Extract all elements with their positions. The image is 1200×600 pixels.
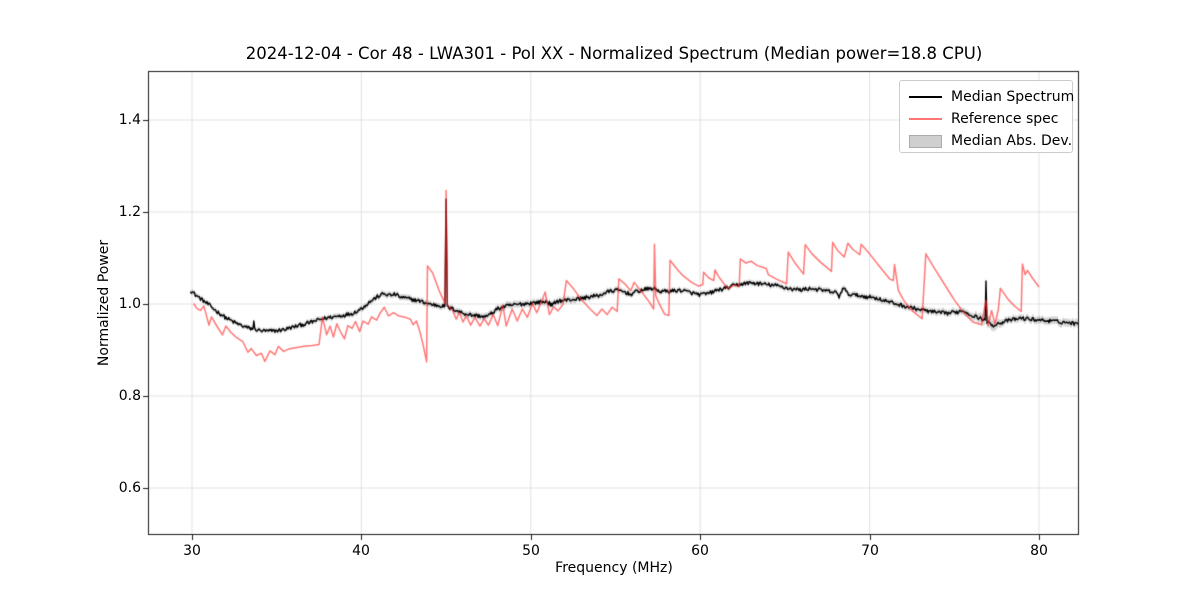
legend-label-median-spectrum: Median Spectrum	[951, 89, 1075, 105]
legend-item-median-abs-dev: Median Abs. Dev.	[909, 130, 1072, 152]
legend-item-reference-spec: Reference spec	[909, 108, 1063, 130]
x-tick-label-30: 30	[183, 543, 201, 559]
chart-title: 2024-12-04 - Cor 48 - LWA301 - Pol XX - …	[245, 44, 983, 63]
x-tick-label-40: 40	[352, 543, 370, 559]
y-tick-label-0-6: 0.6	[118, 480, 141, 496]
x-tick-label-70: 70	[861, 543, 879, 559]
y-tick-label-1-0: 1.0	[118, 296, 141, 312]
y-tick-label-0-8: 0.8	[118, 388, 141, 404]
legend-item-median-spectrum: Median Spectrum	[909, 86, 1074, 108]
legend-label-median-abs-dev: Median Abs. Dev.	[951, 133, 1073, 149]
legend-label-reference-spec: Reference spec	[951, 111, 1059, 127]
x-axis-label: Frequency (MHz)	[555, 560, 673, 576]
x-tick-label-50: 50	[522, 543, 540, 559]
x-tick-label-80: 80	[1030, 543, 1048, 559]
x-tick-label-60: 60	[691, 543, 709, 559]
median-spectrum-line-swatch-icon	[909, 96, 942, 98]
y-tick-label-1-2: 1.2	[118, 204, 141, 220]
median-abs-dev-patch-swatch-icon	[909, 134, 942, 148]
legend: Median Spectrum Reference spec Median Ab…	[899, 80, 1074, 153]
reference-spec-line-swatch-icon	[909, 118, 942, 120]
y-tick-label-1-4: 1.4	[118, 112, 141, 128]
